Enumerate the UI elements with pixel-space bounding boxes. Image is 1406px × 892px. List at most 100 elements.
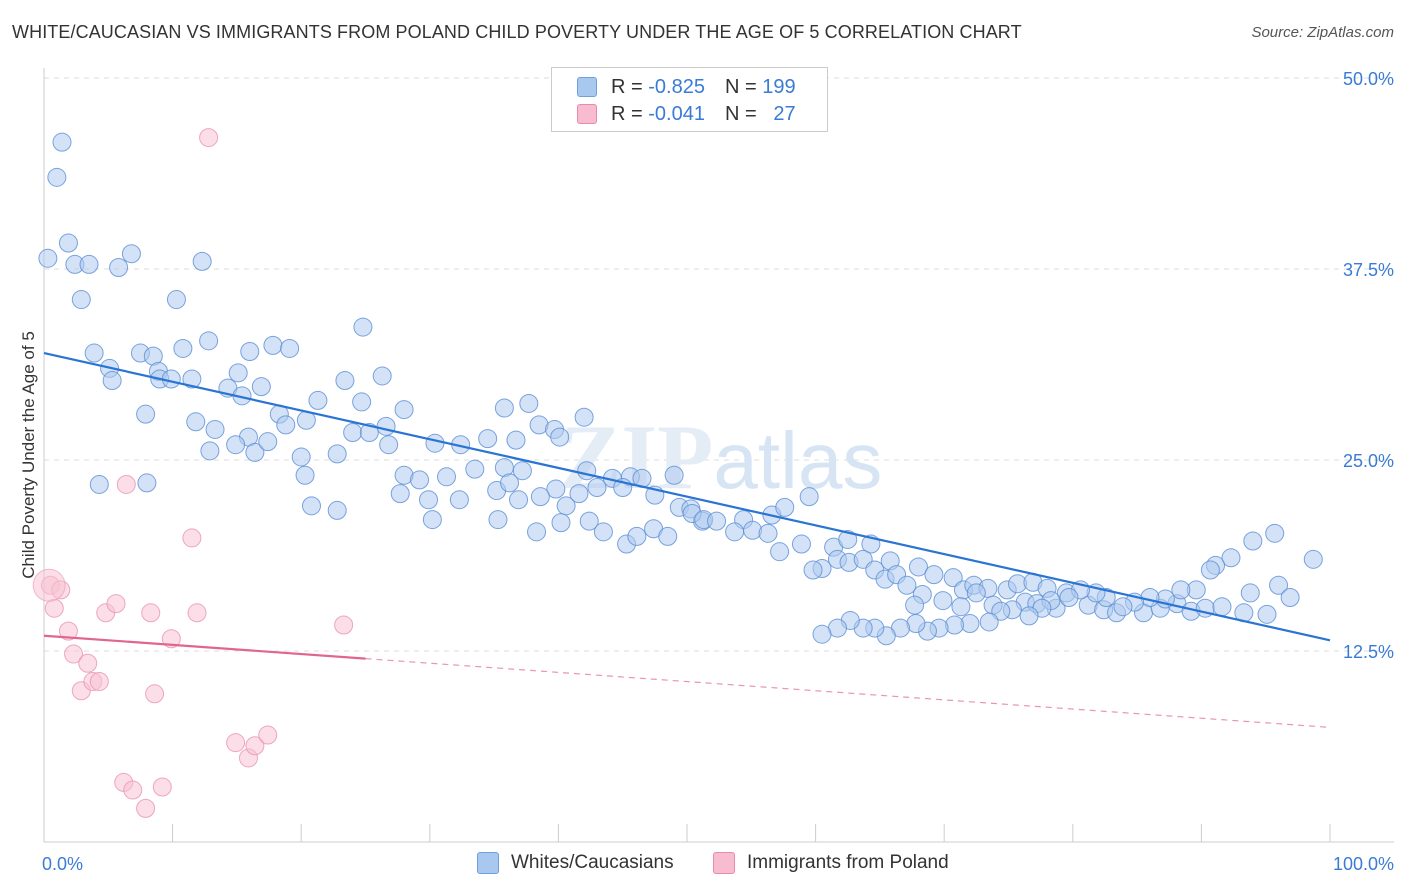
data-point-whites bbox=[770, 542, 790, 562]
legend-r-label: R = bbox=[611, 75, 643, 98]
data-point-whites bbox=[228, 363, 248, 383]
data-point-whites bbox=[109, 257, 129, 277]
data-point-poland bbox=[141, 603, 161, 623]
data-point-poland bbox=[334, 615, 354, 635]
y-tick-label: 12.5% bbox=[1343, 642, 1394, 662]
data-point-whites bbox=[803, 560, 823, 580]
data-point-whites bbox=[359, 422, 379, 442]
tick-labels: 12.5% 25.0% 37.5% 50.0% 0.0% 100.0% bbox=[42, 69, 1394, 874]
data-point-whites bbox=[335, 371, 355, 391]
data-point-whites bbox=[58, 233, 78, 253]
data-point-whites bbox=[291, 447, 311, 467]
data-point-whites bbox=[944, 615, 964, 635]
legend-label-whites: Whites/Caucasians bbox=[511, 852, 674, 873]
data-point-poland bbox=[145, 684, 165, 704]
data-point-whites bbox=[908, 557, 928, 577]
legend-n-value: 199 bbox=[762, 75, 796, 98]
data-point-poland bbox=[32, 568, 66, 602]
data-point-whites bbox=[546, 479, 566, 499]
data-point-whites bbox=[943, 568, 963, 588]
data-point-whites bbox=[478, 429, 498, 449]
legend-swatch-blue bbox=[477, 852, 499, 874]
data-point-whites bbox=[295, 465, 315, 485]
data-point-whites bbox=[1243, 531, 1263, 551]
data-point-whites bbox=[979, 612, 999, 632]
data-point-poland bbox=[187, 603, 207, 623]
data-point-whites bbox=[199, 331, 219, 351]
data-point-whites bbox=[725, 522, 745, 542]
data-point-whites bbox=[897, 575, 917, 595]
data-point-poland bbox=[78, 653, 98, 673]
data-point-whites bbox=[258, 432, 278, 452]
chart-title: WHITE/CAUCASIAN VS IMMIGRANTS FROM POLAN… bbox=[12, 22, 1022, 42]
legend-row-poland: R = -0.041 N = 27 bbox=[577, 101, 796, 127]
data-point-whites bbox=[1265, 523, 1285, 543]
data-point-whites bbox=[205, 419, 225, 439]
legend-r-label: R = bbox=[611, 102, 643, 125]
x-tick-label: 0.0% bbox=[42, 854, 83, 874]
data-point-whites bbox=[1240, 583, 1260, 603]
data-point-poland bbox=[199, 128, 219, 148]
trend-line-poland-extension bbox=[365, 658, 1331, 728]
data-point-whites bbox=[812, 624, 832, 644]
data-point-whites bbox=[664, 465, 684, 485]
trend-line-whites bbox=[43, 351, 1331, 642]
legend-label-poland: Immigrants from Poland bbox=[747, 852, 949, 873]
data-point-whites bbox=[1303, 549, 1323, 569]
data-point-whites bbox=[353, 317, 373, 337]
data-point-whites bbox=[550, 427, 570, 447]
data-point-whites bbox=[512, 461, 532, 481]
data-point-whites bbox=[84, 343, 104, 363]
data-point-whites bbox=[658, 526, 678, 546]
data-point-whites bbox=[182, 369, 202, 389]
data-point-whites bbox=[372, 366, 392, 386]
data-point-poland bbox=[136, 798, 156, 818]
data-point-whites bbox=[352, 392, 372, 412]
data-point-poland bbox=[58, 621, 78, 641]
legend-item-whites: Whites/Caucasians bbox=[477, 852, 674, 874]
legend-n-label: N = bbox=[724, 102, 757, 125]
data-point-poland bbox=[245, 736, 265, 756]
data-point-whites bbox=[376, 416, 396, 436]
data-point-whites bbox=[627, 526, 647, 546]
data-point-poland bbox=[258, 725, 278, 745]
data-point-whites bbox=[707, 511, 727, 531]
data-point-whites bbox=[488, 510, 508, 530]
data-point-whites bbox=[924, 565, 944, 585]
data-point-whites bbox=[102, 371, 122, 391]
data-point-whites bbox=[593, 522, 613, 542]
data-point-whites bbox=[775, 497, 795, 517]
data-point-whites bbox=[1059, 588, 1079, 608]
data-point-whites bbox=[240, 342, 260, 362]
data-point-whites bbox=[494, 398, 514, 418]
data-point-whites bbox=[1280, 588, 1300, 608]
data-point-whites bbox=[173, 338, 193, 358]
data-point-whites bbox=[1200, 560, 1220, 580]
data-point-whites bbox=[1171, 580, 1191, 600]
data-point-whites bbox=[951, 597, 971, 617]
data-point-whites bbox=[1113, 597, 1133, 617]
data-point-whites bbox=[500, 473, 520, 493]
data-point-whites bbox=[1269, 575, 1289, 595]
legend-item-poland: Immigrants from Poland bbox=[713, 852, 949, 874]
data-point-whites bbox=[121, 244, 141, 264]
data-point-whites bbox=[1221, 548, 1241, 568]
data-point-whites bbox=[449, 490, 469, 510]
data-point-whites bbox=[419, 490, 439, 510]
data-point-whites bbox=[38, 248, 58, 268]
data-point-poland bbox=[123, 780, 143, 800]
data-point-whites bbox=[52, 132, 72, 152]
data-point-whites bbox=[226, 435, 246, 455]
data-point-whites bbox=[422, 510, 442, 530]
data-point-whites bbox=[966, 583, 986, 603]
data-point-whites bbox=[577, 461, 597, 481]
x-tick-label: 100.0% bbox=[1333, 854, 1394, 874]
data-point-whites bbox=[743, 520, 763, 540]
series-legend: Whites/Caucasians Immigrants from Poland bbox=[0, 852, 1406, 878]
data-point-whites bbox=[379, 435, 399, 455]
data-point-poland bbox=[89, 672, 109, 692]
y-axis-label: Child Poverty Under the Age of 5 bbox=[19, 331, 38, 579]
data-point-poland bbox=[44, 598, 64, 618]
data-point-whites bbox=[519, 393, 539, 413]
